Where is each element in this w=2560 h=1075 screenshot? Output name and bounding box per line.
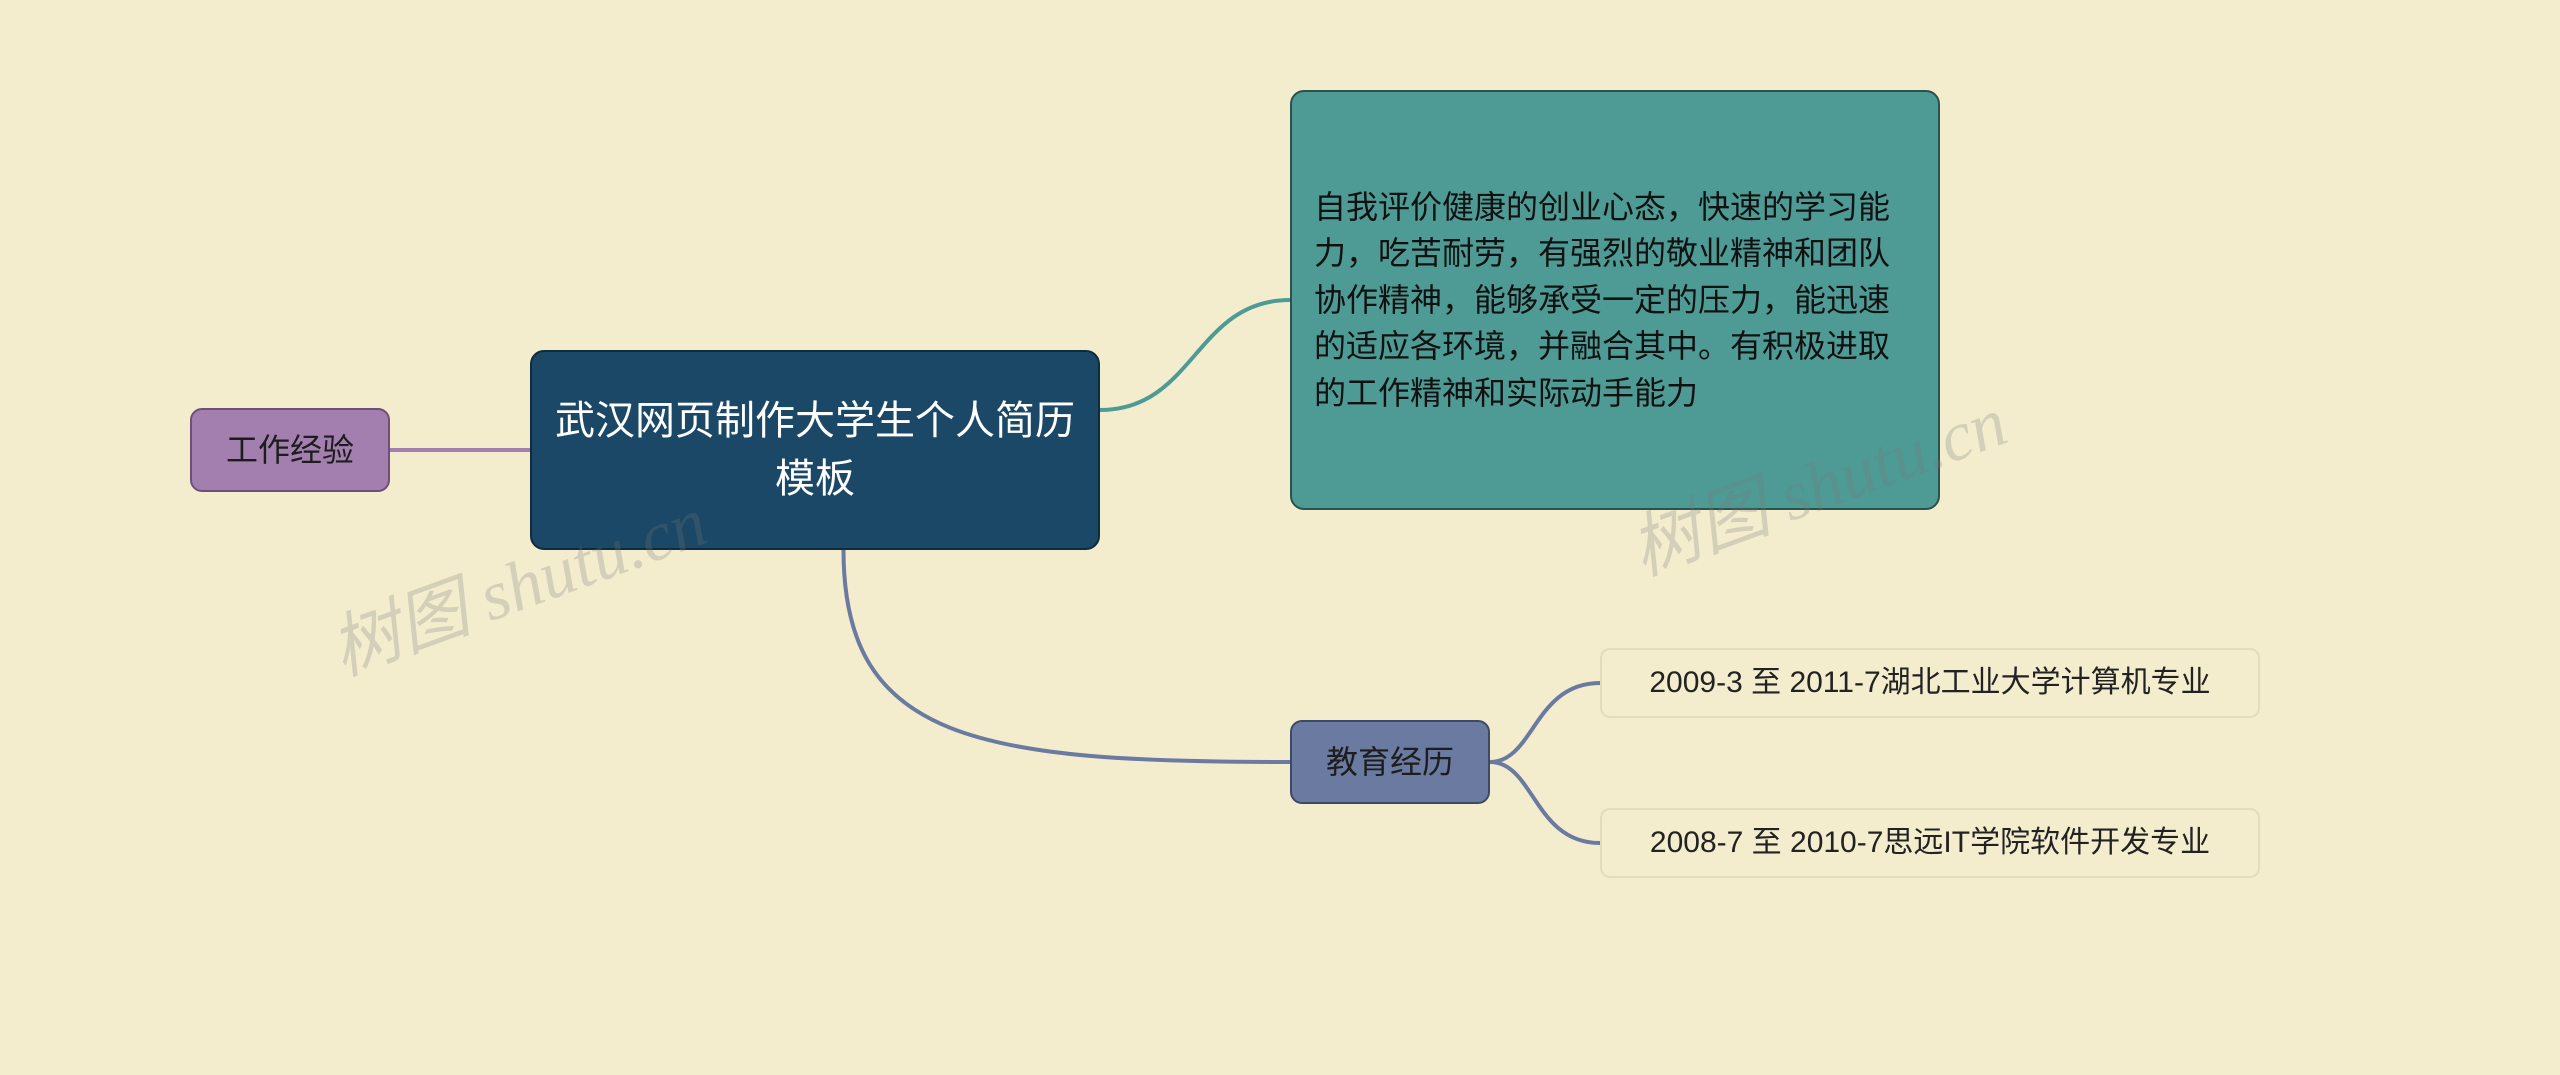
node-work-label: 工作经验 [226,427,354,473]
node-edu1: 2009-3 至 2011-7湖北工业大学计算机专业 [1600,648,2260,718]
node-self-label: 自我评价健康的创业心态，快速的学习能力，吃苦耐劳，有强烈的敬业精神和团队协作精神… [1314,184,1916,416]
connector-layer [0,0,2560,1075]
node-edu-label: 教育经历 [1326,739,1454,785]
node-self: 自我评价健康的创业心态，快速的学习能力，吃苦耐劳，有强烈的敬业精神和团队协作精神… [1290,90,1940,510]
node-edu2: 2008-7 至 2010-7思远IT学院软件开发专业 [1600,808,2260,878]
node-edu1-label: 2009-3 至 2011-7湖北工业大学计算机专业 [1649,661,2210,705]
root-node-label: 武汉网页制作大学生个人简历模板 [554,392,1076,508]
node-edu: 教育经历 [1290,720,1490,804]
node-edu2-label: 2008-7 至 2010-7思远IT学院软件开发专业 [1650,821,2210,865]
root-node: 武汉网页制作大学生个人简历模板 [530,350,1100,550]
node-work: 工作经验 [190,408,390,492]
